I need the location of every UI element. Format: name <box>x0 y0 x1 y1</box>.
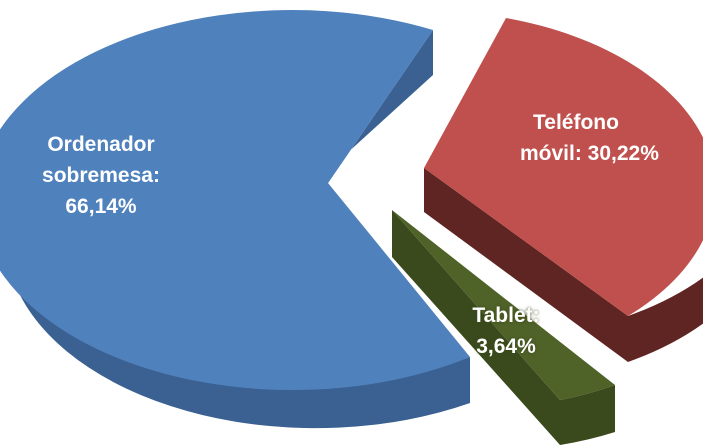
slice-side-tablet <box>392 210 615 445</box>
slice-label-line: Ordenador <box>47 133 155 156</box>
slice-label-line: móvil: 30,22% <box>520 142 659 165</box>
slice-label-ordenador: Ordenador sobremesa: 66,14% <box>32 129 170 222</box>
slice-label-line: 66,14% <box>65 195 137 218</box>
slice-label-line: Teléfono <box>533 111 619 134</box>
slice-ordenador <box>0 10 470 391</box>
slice-label-tablet: Tablet: 3,64% <box>458 300 554 362</box>
slice-label-telefono: Teléfono móvil: 30,22% <box>520 107 659 169</box>
slice-label-line: Tablet: <box>472 304 540 327</box>
slice-label-line: sobremesa: <box>42 164 160 187</box>
slice-telefono <box>424 18 703 316</box>
slice-tablet <box>392 210 615 400</box>
slice-label-line: 3,64% <box>476 335 536 358</box>
